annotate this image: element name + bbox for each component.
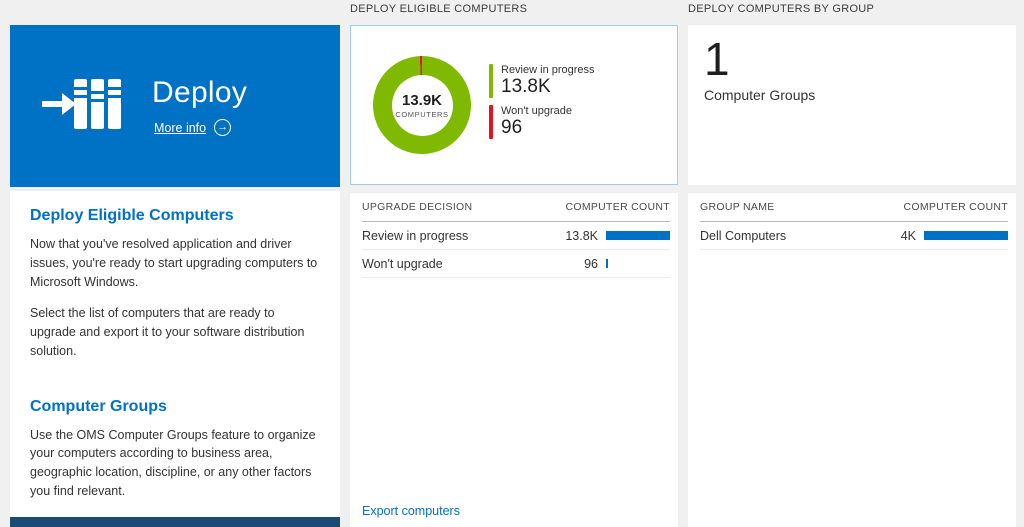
- count-bar: [924, 231, 1008, 240]
- table-row-review-in-progress[interactable]: Review in progress 13.8K: [362, 222, 670, 250]
- deploy-tile[interactable]: Deploy More info →: [10, 25, 340, 187]
- more-info-arrow-icon[interactable]: →: [214, 119, 232, 136]
- donut-center: 13.9K COMPUTERS: [391, 74, 453, 136]
- section-heading: Computer Groups: [30, 397, 167, 415]
- upgrade-decision-table: UPGRADE DECISION COMPUTER COUNT Review i…: [350, 193, 678, 527]
- column-header-upgrade-decision: UPGRADE DECISION: [362, 201, 473, 213]
- more-info-link[interactable]: More info: [154, 120, 207, 135]
- row-label: Won't upgrade: [362, 256, 443, 271]
- table-header-row: GROUP NAME COMPUTER COUNT: [700, 193, 1008, 222]
- group-count-label: Computer Groups: [704, 86, 816, 103]
- tile-title: Deploy: [152, 76, 248, 109]
- table-row-wont-upgrade[interactable]: Won't upgrade 96: [362, 250, 670, 278]
- section-paragraph: Select the list of computers that are re…: [30, 306, 305, 358]
- legend-label: Won't upgrade: [501, 105, 573, 117]
- legend-label: Review in progress: [501, 64, 595, 77]
- count-bar: [606, 231, 670, 240]
- column-header-computer-count: COMPUTER COUNT: [565, 201, 670, 213]
- legend-value: 13.8K: [501, 76, 551, 98]
- computer-groups-section: Computer Groups Use the OMS Computer Gro…: [10, 382, 340, 522]
- section-paragraph: Use the OMS Computer Groups feature to o…: [30, 427, 316, 498]
- deploy-icon: [40, 73, 126, 140]
- computers-by-group-header: DEPLOY COMPUTERS BY GROUP: [688, 3, 875, 15]
- section-paragraph: Now that you've resolved application and…: [30, 237, 318, 289]
- eligible-computers-header: DEPLOY ELIGIBLE COMPUTERS: [350, 3, 528, 15]
- row-label: Dell Computers: [700, 228, 787, 243]
- column-header-group-name: GROUP NAME: [700, 201, 775, 213]
- donut-legend: Review in progress 13.8K Won't upgrade 9…: [489, 64, 595, 146]
- export-computers-link[interactable]: Export computers: [362, 504, 460, 518]
- computer-groups-card[interactable]: 1 Computer Groups: [688, 25, 1016, 185]
- row-label: Review in progress: [362, 228, 469, 243]
- legend-item-review-in-progress: Review in progress 13.8K: [489, 64, 595, 98]
- donut-center-label: COMPUTERS: [395, 109, 449, 119]
- legend-color-bar: [489, 105, 493, 139]
- table-header-row: UPGRADE DECISION COMPUTER COUNT: [362, 193, 670, 222]
- group-count: 1: [704, 33, 730, 85]
- tile-footer-bar: [10, 517, 340, 527]
- count-bar-track: [606, 259, 670, 268]
- legend-item-wont-upgrade: Won't upgrade 96: [489, 105, 595, 139]
- donut-center-value: 13.9K: [401, 91, 443, 109]
- column-header-computer-count: COMPUTER COUNT: [903, 201, 1008, 213]
- row-value: 96: [584, 256, 598, 271]
- section-heading: Deploy Eligible Computers: [30, 207, 234, 224]
- row-value: 13.8K: [565, 228, 598, 243]
- row-value: 4K: [900, 228, 916, 243]
- count-bar-track: [924, 231, 1008, 240]
- count-bar-track: [606, 231, 670, 240]
- count-bar: [606, 259, 608, 268]
- deploy-eligible-section: Deploy Eligible Computers Now that you'v…: [10, 191, 340, 382]
- table-row-dell-computers[interactable]: Dell Computers 4K: [700, 222, 1008, 250]
- legend-color-bar: [489, 64, 493, 98]
- group-table: GROUP NAME COMPUTER COUNT Dell Computers…: [688, 193, 1016, 527]
- deploy-description-card: Deploy Eligible Computers Now that you'v…: [10, 191, 340, 517]
- donut-chart: 13.9K COMPUTERS: [373, 56, 471, 154]
- eligible-computers-card[interactable]: 13.9K COMPUTERS Review in progress 13.8K…: [350, 25, 678, 185]
- legend-value: 96: [501, 117, 523, 138]
